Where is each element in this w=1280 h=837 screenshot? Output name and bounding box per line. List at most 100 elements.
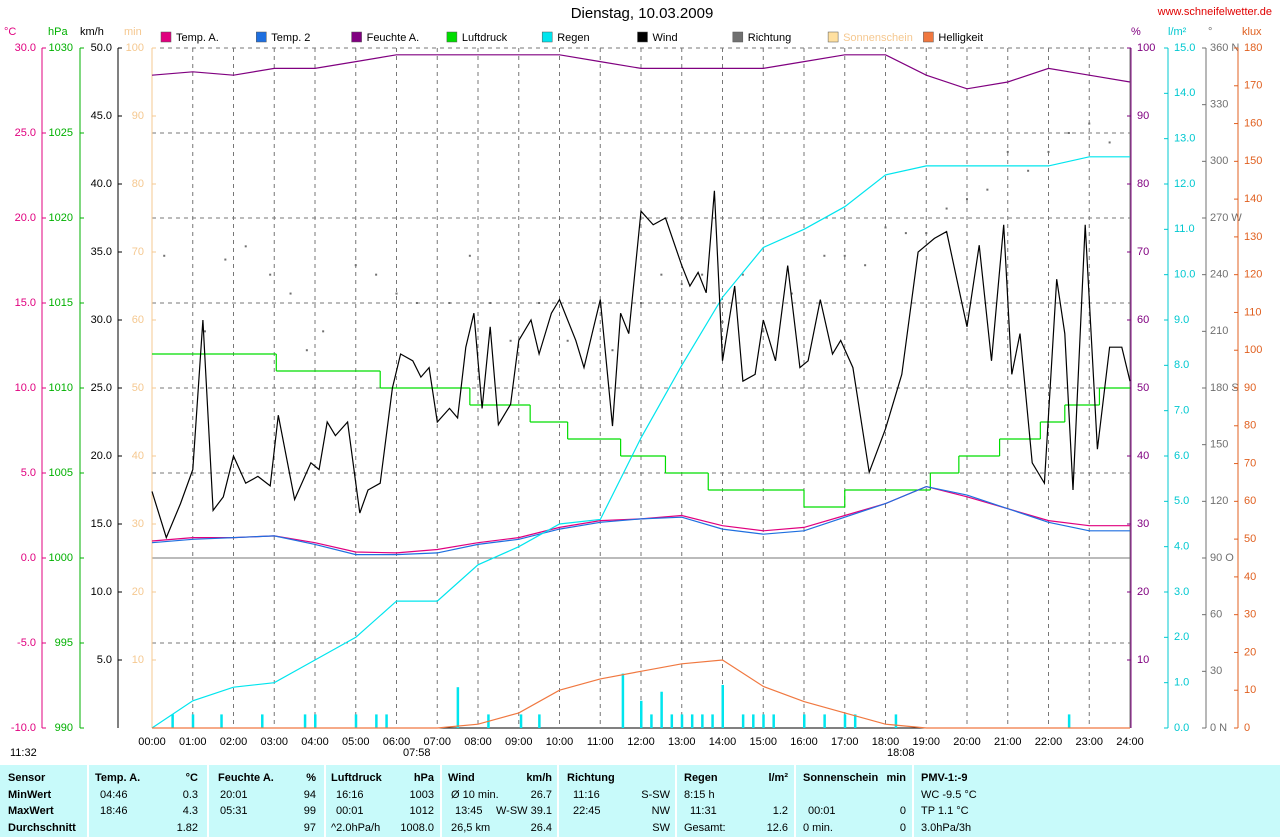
y-tick-label: 90 [1244, 382, 1256, 394]
table-cell: TP 1.1 °C [921, 805, 969, 817]
table-cell: 3.0hPa/3h [921, 822, 971, 834]
table-cell: Richtung [567, 772, 615, 784]
y-tick-label: 0.0 [21, 552, 36, 564]
table-cell: 11:16 [573, 789, 600, 801]
y-tick-label: 20 [1137, 586, 1149, 598]
x-tick-label: 09:00 [505, 736, 533, 748]
table-cell: Sonnenschein [803, 772, 878, 784]
direction-dot [884, 226, 887, 229]
table-cell: 4.3 [183, 805, 198, 817]
table-cell: 1.82 [177, 822, 198, 834]
direction-dot [224, 258, 227, 261]
rain-bar [191, 714, 195, 728]
rain-bar [456, 687, 460, 728]
axis-unit: l/m² [1168, 26, 1187, 38]
table-cell: MinWert [8, 789, 52, 801]
axis-unit: % [1131, 26, 1141, 38]
table-cell: 05:31 [220, 805, 248, 817]
y-tick-label: 90 [1137, 110, 1149, 122]
legend-swatch [923, 31, 934, 43]
y-tick-label: 45.0 [91, 110, 112, 122]
y-tick-label: 80 [1137, 178, 1149, 190]
x-tick-label: 24:00 [1116, 736, 1144, 748]
legend-swatch [637, 31, 648, 43]
y-tick-label: 30 [1137, 518, 1149, 530]
rain-bar [375, 714, 378, 728]
table-cell: hPa [414, 772, 435, 784]
y-tick-label: 80 [1244, 420, 1256, 432]
table-cell: ^2.0hPa/h [331, 822, 380, 834]
rain-bar [823, 714, 826, 728]
x-tick-label: 11:00 [587, 736, 614, 748]
y-tick-label: 60 [1210, 609, 1222, 621]
direction-dot [289, 292, 292, 295]
chart-title: Dienstag, 10.03.2009 [571, 5, 714, 22]
direction-dot [762, 330, 765, 333]
y-tick-label: 12.0 [1174, 178, 1195, 190]
y-tick-label: 160 [1244, 117, 1262, 129]
direction-dot [1027, 169, 1030, 172]
axis-unit: ° [1208, 26, 1212, 38]
table-cell: l/m² [768, 772, 788, 784]
legend-swatch [732, 31, 744, 43]
direction-dot [640, 302, 642, 304]
rain-bar [762, 714, 765, 728]
table-cell: 26,5 km [451, 822, 490, 834]
y-tick-label: 9.0 [1174, 314, 1189, 326]
series-line [151, 54, 1131, 90]
y-tick-label: 130 [1244, 231, 1262, 243]
table-cell: Sensor [8, 772, 46, 784]
x-tick-label: 13:00 [668, 736, 696, 748]
table-cell: 00:01 [808, 805, 836, 817]
y-tick-label: 170 [1244, 80, 1262, 92]
y-tick-label: 995 [55, 637, 73, 649]
direction-dot [925, 232, 928, 235]
rain-bar [171, 714, 174, 728]
direction-dot [660, 273, 663, 276]
y-tick-label: 4.0 [1174, 541, 1189, 553]
direction-dot [468, 254, 471, 257]
legend-label: Richtung [748, 32, 791, 44]
rain-bar [650, 714, 653, 728]
axis-unit: °C [4, 26, 16, 38]
y-tick-label: 1030 [49, 42, 73, 54]
direction-dot [945, 207, 948, 210]
rain-bar [752, 714, 755, 728]
direction-dot [1047, 150, 1050, 153]
table-cell: Luftdruck [331, 772, 383, 784]
y-tick-label: 990 [55, 722, 73, 734]
legend-label: Temp. A. [176, 32, 219, 44]
source: www.schneifelwetter.de [1157, 6, 1272, 18]
table-cell: MaxWert [8, 805, 54, 817]
rain-bar [772, 714, 775, 728]
axis-unit: klux [1242, 26, 1262, 38]
direction-dot [843, 254, 846, 257]
y-tick-label: 10 [1244, 684, 1256, 696]
table-cell: 1003 [410, 789, 434, 801]
table-cell: Temp. A. [95, 772, 140, 784]
direction-dot [375, 273, 378, 276]
axis-unit: min [124, 26, 142, 38]
y-tick-label: 10.0 [1174, 269, 1195, 281]
direction-dot [1006, 150, 1009, 153]
y-tick-label: 1000 [49, 552, 73, 564]
y-tick-label: 40.0 [91, 178, 112, 190]
rain-bar [741, 714, 745, 728]
direction-dot [904, 232, 907, 235]
direction-dot [322, 330, 325, 333]
table-cell: 0 [900, 822, 906, 834]
y-tick-label: 210 [1210, 325, 1228, 337]
legend-label: Temp. 2 [271, 32, 310, 44]
direction-dot [823, 254, 826, 257]
table-cell: 0 min. [803, 822, 833, 834]
y-tick-label: 120 [1244, 269, 1262, 281]
rain-bar [1067, 714, 1071, 728]
table-cell: 16:16 [336, 789, 364, 801]
legend-swatch [256, 31, 267, 43]
x-tick-label: 20:00 [953, 736, 981, 748]
y-tick-label: -10.0 [11, 722, 36, 734]
table-cell: 8:15 h [684, 789, 715, 801]
table-cell: W-SW 39.1 [496, 805, 552, 817]
legend-swatch [351, 31, 362, 43]
